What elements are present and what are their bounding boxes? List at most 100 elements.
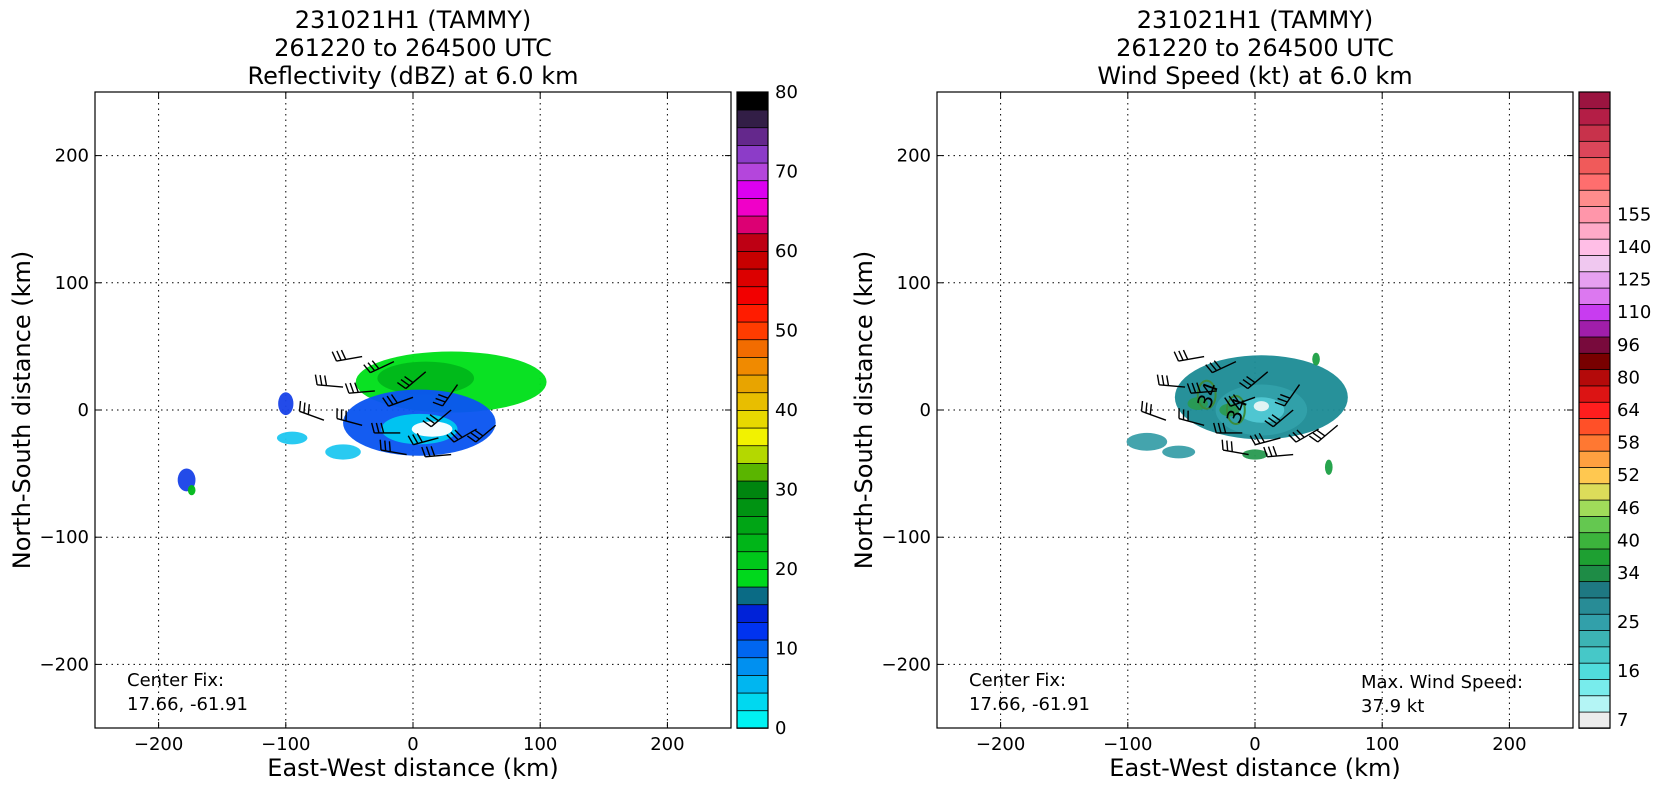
center-fix-value: 17.66, -61.91 (127, 694, 248, 715)
colorbar-segment (736, 639, 769, 659)
colorbar-tick-label: 140 (1617, 237, 1651, 258)
colorbar-segment (736, 285, 769, 305)
y-tick-label: 100 (55, 273, 89, 294)
barb-feather (390, 394, 398, 404)
colorbar-segment (1578, 156, 1611, 175)
barb-feather (446, 434, 455, 443)
y-tick-label: 100 (897, 273, 931, 294)
colorbar-segment (736, 603, 769, 623)
colorbar-segment (1578, 613, 1611, 631)
colorbar-segment (736, 109, 769, 129)
wind-barb (446, 428, 477, 443)
colorbar-segment (1578, 711, 1611, 729)
contour-34kt (1226, 395, 1246, 425)
colorbar-tick-label: 0 (775, 718, 786, 739)
colorbar-segment (1578, 678, 1611, 697)
barb-feather (430, 446, 436, 457)
colorbar-segment (1578, 270, 1611, 289)
y-axis-label: North-South distance (km) (8, 251, 36, 570)
colorbar-segment (1578, 107, 1611, 126)
wind-barb (371, 422, 401, 434)
chart-title-line: Wind Speed (kt) at 6.0 km (1097, 62, 1412, 90)
barb-feather (1296, 429, 1305, 438)
x-tick-label: −100 (261, 734, 310, 755)
wind-barb (432, 384, 459, 407)
colorbar-segment (1578, 580, 1611, 599)
colorbar-segment (736, 427, 769, 447)
colorbar-segment (1578, 189, 1611, 207)
barb-feather (1226, 440, 1229, 451)
colorbar-segment (1578, 238, 1611, 256)
wind-barb (331, 349, 363, 362)
y-tick-label: 0 (920, 400, 931, 421)
colorbar-segment (1578, 140, 1611, 159)
wind-barb (396, 371, 427, 390)
colorbar-tick-label: 10 (775, 639, 798, 660)
barb-feather (388, 441, 391, 452)
barb-feather (379, 439, 382, 451)
wind-barb (1156, 374, 1186, 388)
barb-feather (307, 404, 310, 415)
colorbar-segment (736, 480, 769, 500)
barb-feather (1267, 446, 1273, 457)
barb-feather (416, 432, 423, 443)
barb-feather (1258, 432, 1265, 443)
colorbar-segment (1578, 352, 1611, 371)
barb-feather (319, 374, 323, 386)
y-tick-label: −100 (882, 527, 931, 548)
wind-barb (1263, 446, 1294, 458)
max-wind-label: Max. Wind Speed: (1361, 672, 1523, 693)
barb-feather (1156, 374, 1160, 385)
barb-feather (371, 360, 380, 370)
barb-feather (1186, 383, 1192, 394)
barb-feather (336, 350, 342, 361)
wind-barb (298, 400, 325, 421)
wind-barb (1213, 422, 1243, 434)
wind-barb (344, 382, 375, 394)
colorbar-tick-label: 60 (775, 241, 798, 262)
barb-feather (344, 383, 350, 394)
barb-feather (1249, 435, 1256, 446)
colorbar-segment (1578, 91, 1611, 110)
barb-feather (1277, 397, 1288, 403)
colorbar-segment (1578, 205, 1611, 224)
barb-feather (1205, 364, 1213, 374)
y-tick-label: 200 (897, 146, 931, 167)
colorbar-segment (736, 568, 769, 588)
wind-barb (382, 394, 414, 407)
chart-title-line: Reflectivity (dBZ) at 6.0 km (248, 62, 579, 90)
barb-feather (371, 422, 375, 434)
colorbar-segment (736, 144, 769, 164)
plot-area (95, 92, 731, 728)
wind-barb (1249, 432, 1281, 446)
colorbar-segment (1578, 222, 1611, 240)
barb-feather (474, 429, 484, 437)
data-region (1219, 403, 1240, 417)
colorbar: 0 10 20 30 40 50 60 70 80 (736, 82, 798, 739)
data-region (278, 392, 294, 416)
colorbar-segment (736, 356, 769, 376)
barb-feather (340, 349, 347, 360)
data-region (377, 361, 475, 395)
colorbar-segment (736, 621, 769, 641)
barb-feather (400, 378, 410, 387)
data-region (276, 431, 308, 445)
colorbar-segment (736, 391, 769, 411)
colorbar-segment (1578, 368, 1611, 387)
barb-feather (1246, 375, 1256, 384)
barb-feather (1182, 349, 1189, 360)
colorbar-segment (1578, 466, 1611, 485)
barb-feather (466, 435, 477, 443)
y-axis-label: North-South distance (km) (850, 251, 878, 570)
data-region (1324, 459, 1333, 475)
x-tick-label: 0 (1249, 734, 1260, 755)
x-tick-label: 200 (650, 734, 684, 755)
colorbar-segment (1578, 319, 1611, 338)
wind-barb (1288, 428, 1319, 443)
barb-feather (421, 446, 426, 458)
wind-barb (1186, 382, 1217, 394)
y-tick-label: −200 (882, 654, 931, 675)
barb-feather (412, 434, 419, 444)
barb-feather (331, 351, 338, 362)
wind-barb (1264, 409, 1294, 428)
